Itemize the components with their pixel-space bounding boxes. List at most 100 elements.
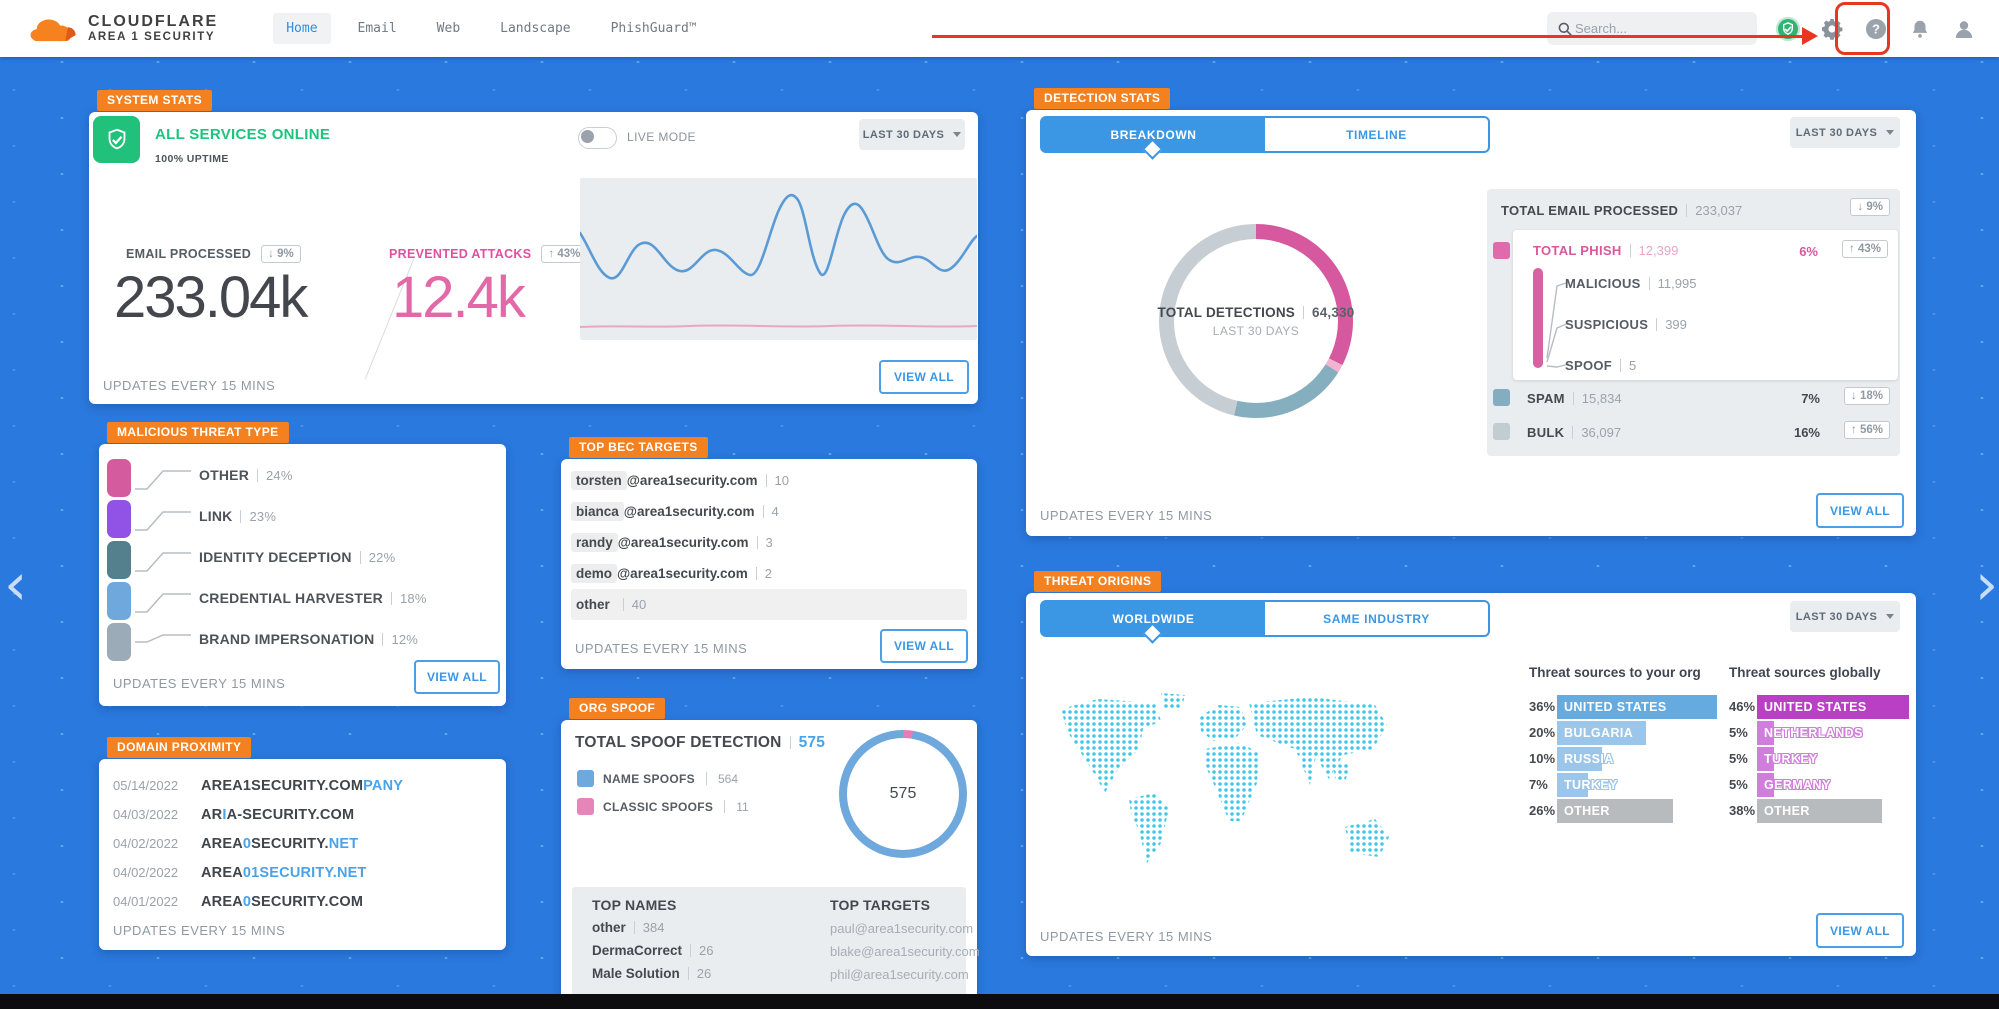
nav-tab-home[interactable]: Home (273, 13, 331, 44)
chevron-down-icon (953, 132, 962, 137)
services-status-text: ALL SERVICES ONLINE (155, 126, 331, 143)
chevron-down-icon (1886, 614, 1895, 619)
top-target-email: paul@area1security.com (830, 921, 974, 936)
range-dropdown[interactable]: LAST 30 DAYS (859, 119, 965, 150)
origin-bar-row: 38% OTHER (1729, 799, 1914, 823)
spam-pct: 7% (1801, 391, 1820, 406)
email-processed-label: EMAIL PROCESSED (126, 247, 252, 261)
threat-type-pct: 24% (266, 468, 293, 483)
user-profile-icon[interactable] (1951, 16, 1977, 42)
live-mode-toggle[interactable] (578, 127, 617, 149)
org-spoof-donut-center-value: 575 (889, 785, 917, 802)
brand-sub: AREA 1 SECURITY (88, 30, 216, 43)
origin-bar-row: 36% UNITED STATES (1529, 695, 1724, 719)
search-box[interactable] (1547, 12, 1757, 45)
origin-bar-row: 5% GERMANY (1729, 773, 1914, 797)
bec-target-row[interactable]: demo @area1security.com 2 (571, 558, 967, 589)
bec-target-row[interactable]: randy @area1security.com 3 (571, 527, 967, 558)
domain-text: A-SECURITY.COM (226, 806, 355, 823)
legend-item-classic-spoofs: CLASSIC SPOOFS 11 (577, 798, 749, 815)
domain-row[interactable]: 04/02/2022 AREA01SECURITY.NET (113, 858, 493, 887)
top-bec-targets-card: TOP BEC TARGETS torsten @area1security.co… (561, 437, 977, 669)
tab-same-industry[interactable]: SAME INDUSTRY (1323, 611, 1430, 626)
top-bec-targets-badge: TOP BEC TARGETS (569, 437, 708, 458)
traffic-sparkline-chart (578, 178, 979, 340)
origin-bar-row: 10% RUSSIA (1529, 747, 1724, 771)
cloudflare-logo[interactable]: CLOUDFLARE AREA 1 SECURITY (28, 11, 218, 47)
divider (1656, 318, 1658, 331)
tab-worldwide[interactable]: WORLDWIDE (1042, 602, 1265, 635)
notifications-bell-icon[interactable] (1907, 16, 1933, 42)
origin-country: OTHER (1564, 804, 1610, 818)
email-processed-delta-badge: ↓ 9% (261, 245, 301, 263)
spam-label: SPAM (1527, 391, 1565, 406)
range-label: LAST 30 DAYS (862, 128, 945, 141)
origin-pct: 10% (1529, 751, 1556, 766)
system-stats-view-all-button[interactable]: VIEW ALL (879, 360, 969, 394)
tab-timeline[interactable]: TIMELINE (1346, 127, 1407, 142)
threat-type-pct: 18% (399, 591, 427, 606)
top-target-email: phil@area1security.com (830, 967, 969, 982)
nav-tab-landscape[interactable]: Landscape (500, 21, 571, 36)
system-stats-badge: SYSTEM STATS (97, 90, 213, 111)
help-icon[interactable]: ? (1863, 16, 1889, 42)
detection-tabs: BREAKDOWN TIMELINE (1040, 116, 1490, 153)
origin-bar: NETHERLANDS (1757, 721, 1862, 745)
origin-pct: 5% (1729, 751, 1748, 766)
bulk-pct: 16% (1793, 425, 1820, 440)
origin-bar: UNITED STATES (1757, 695, 1909, 719)
top-name-count: 384 (642, 920, 665, 935)
domain-row[interactable]: 04/03/2022 ARIA-SECURITY.COM (113, 800, 493, 829)
domain-row[interactable]: 04/01/2022 AREA0SECURITY.COM (113, 887, 493, 916)
top-name: DermaCorrect (592, 943, 683, 958)
threat-type-row: CREDENTIAL HARVESTER 18% (107, 581, 497, 622)
divider (1648, 277, 1650, 290)
divider (359, 551, 361, 564)
origin-bar: OTHER (1557, 799, 1673, 823)
legend-label: NAME SPOOFS (603, 771, 695, 786)
bec-target-row[interactable]: other 40 (571, 589, 967, 620)
origin-bar-row: 20% BULGARIA (1529, 721, 1724, 745)
email-line-series (578, 193, 979, 280)
malicious-threat-view-all-button[interactable]: VIEW ALL (414, 660, 500, 694)
email-processed-value: 233.04k (114, 265, 308, 330)
carousel-right-arrow[interactable]: › (1975, 550, 1999, 618)
annotation-red-box-around-gear (1835, 2, 1890, 55)
bulk-delta-badge: ↑ 56% (1844, 421, 1890, 439)
domain-row[interactable]: 05/14/2022 AREA1SECURITY.COMPANY (113, 771, 493, 800)
nav-tab-phishguard[interactable]: PhishGuard™ (610, 21, 697, 36)
threat-type-swatch (107, 500, 131, 538)
system-stats-updates-text: UPDATES EVERY 15 MINS (103, 378, 276, 393)
bec-view-all-button[interactable]: VIEW ALL (880, 629, 968, 663)
search-input[interactable] (1573, 20, 1717, 37)
spam-legend-swatch (1493, 389, 1510, 406)
divider (257, 469, 258, 482)
domain-proximity-badge: DOMAIN PROXIMITY (107, 737, 252, 758)
nav-tab-email[interactable]: Email (357, 21, 397, 36)
protection-status-badge-icon[interactable] (1775, 16, 1801, 42)
threat-type-swatch (107, 582, 131, 620)
divider (762, 505, 764, 518)
divider (724, 800, 726, 813)
domain-text-highlight: NET (328, 835, 359, 852)
bec-target-row[interactable]: bianca @area1security.com 4 (571, 496, 967, 527)
carousel-left-arrow[interactable]: ‹ (4, 550, 28, 618)
malicious-value: 11,995 (1657, 276, 1697, 291)
toggle-knob (581, 130, 594, 143)
detection-view-all-button[interactable]: VIEW ALL (1816, 493, 1904, 528)
connector-line (135, 470, 191, 490)
domain-text-highlight: 0 (242, 893, 252, 910)
org-spoof-donut-chart: 575 (839, 730, 967, 858)
nav-tab-web[interactable]: Web (436, 21, 461, 36)
domain-date: 05/14/2022 (113, 778, 179, 793)
domain-row[interactable]: 04/02/2022 AREA0SECURITY.NET (113, 829, 493, 858)
origins-range-dropdown[interactable]: LAST 30 DAYS (1790, 601, 1900, 632)
detection-range-dropdown[interactable]: LAST 30 DAYS (1790, 117, 1900, 148)
origins-view-all-button[interactable]: VIEW ALL (1816, 913, 1904, 948)
detection-stats-card: DETECTION STATS BREAKDOWN TIMELINE LAST … (1026, 88, 1916, 536)
range-label: LAST 30 DAYS (1795, 126, 1878, 139)
threat-type-swatch (107, 541, 131, 579)
divider (705, 772, 707, 785)
domain-text: AREA (201, 893, 243, 910)
bec-target-row[interactable]: torsten @area1security.com 10 (571, 465, 967, 496)
